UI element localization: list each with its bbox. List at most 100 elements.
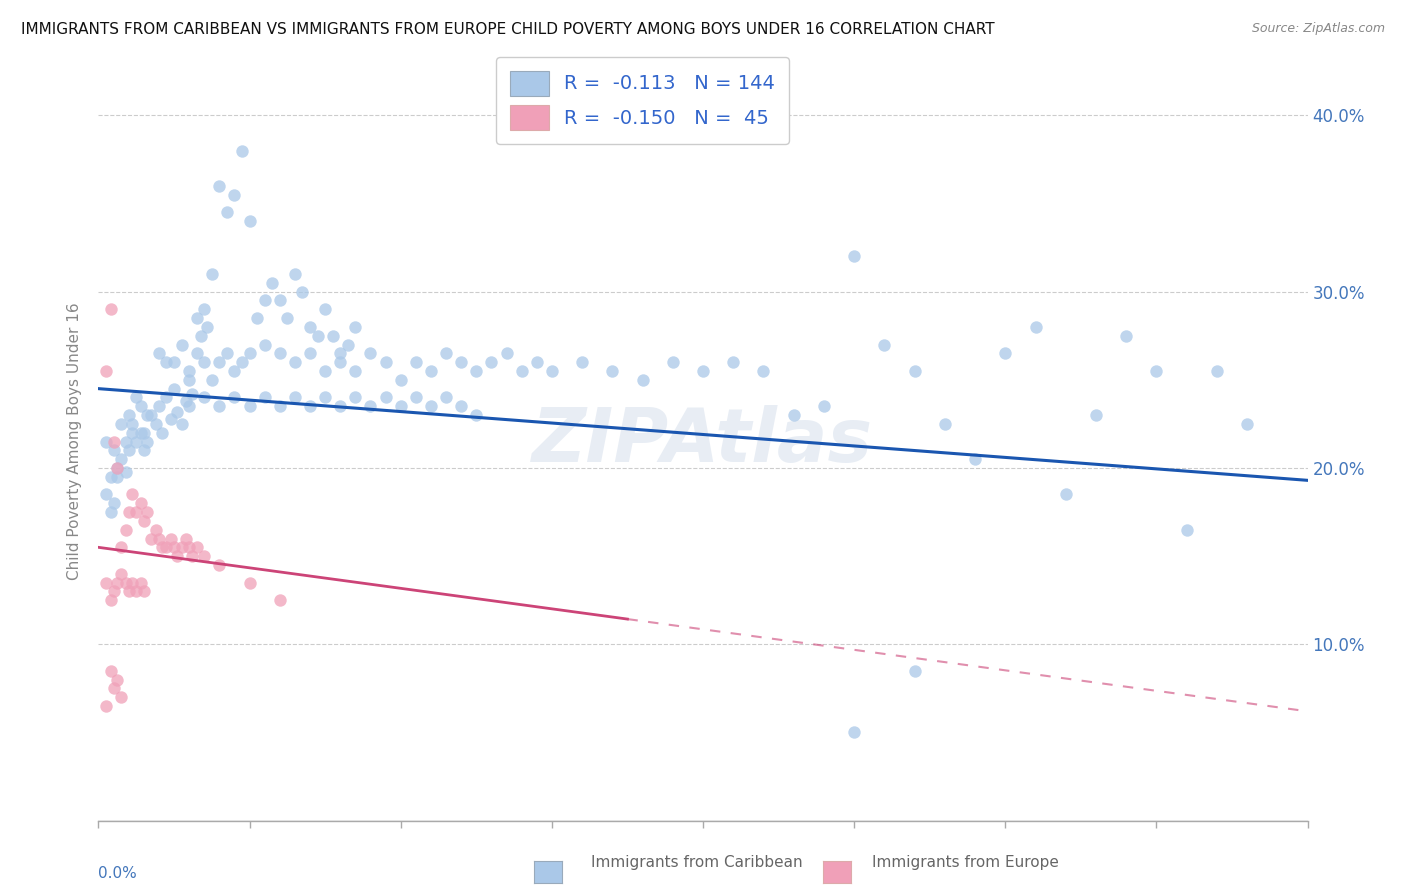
Point [224, 187, 246, 202]
Point [661, 355, 683, 369]
Point [166, 404, 188, 418]
Point [231, 144, 253, 158]
Point [103, 681, 125, 696]
Point [752, 364, 775, 378]
Point [145, 523, 167, 537]
Point [155, 391, 177, 405]
Point [94, 364, 117, 378]
Point [299, 346, 322, 360]
Point [186, 346, 208, 360]
Point [873, 337, 896, 351]
Point [253, 337, 276, 351]
Point [215, 205, 238, 219]
Point [132, 584, 155, 599]
Point [193, 355, 215, 369]
Point [110, 690, 132, 705]
Point [495, 346, 517, 360]
Point [208, 178, 231, 193]
Point [329, 355, 352, 369]
Point [132, 443, 155, 458]
Point [314, 302, 336, 317]
Point [405, 391, 427, 405]
Point [692, 364, 714, 378]
Point [360, 399, 382, 413]
Point [510, 364, 533, 378]
Point [118, 408, 141, 422]
Point [336, 337, 359, 351]
Point [114, 434, 136, 449]
Point [105, 470, 128, 484]
Point [374, 355, 396, 369]
Point [284, 391, 307, 405]
Point [1054, 487, 1077, 501]
Point [94, 434, 117, 449]
Point [103, 584, 125, 599]
Point [125, 584, 148, 599]
Point [193, 302, 215, 317]
Point [118, 443, 141, 458]
Point [904, 664, 927, 678]
Point [148, 399, 170, 413]
Point [1115, 328, 1137, 343]
Point [135, 408, 157, 422]
Point [163, 541, 186, 555]
Point [571, 355, 593, 369]
Point [135, 505, 157, 519]
Point [224, 391, 246, 405]
Point [181, 387, 204, 401]
Point [208, 399, 231, 413]
Point [299, 320, 322, 334]
Point [783, 408, 806, 422]
Point [360, 346, 382, 360]
Point [193, 391, 215, 405]
Point [125, 505, 148, 519]
Point [1236, 417, 1258, 431]
Point [1085, 408, 1108, 422]
Point [186, 311, 208, 326]
Point [150, 541, 173, 555]
Point [174, 532, 197, 546]
Point [450, 399, 472, 413]
Point [344, 391, 367, 405]
Point [246, 311, 269, 326]
Point [103, 434, 125, 449]
Point [1175, 523, 1198, 537]
Point [129, 425, 152, 440]
Point [129, 399, 152, 413]
Point [132, 514, 155, 528]
Point [239, 346, 262, 360]
Point [231, 355, 253, 369]
Point [105, 575, 128, 590]
Point [723, 355, 745, 369]
Point [105, 461, 128, 475]
Point [276, 311, 298, 326]
Point [215, 346, 238, 360]
Point [208, 558, 231, 572]
Point [195, 320, 218, 334]
Point [94, 699, 117, 714]
Point [631, 373, 654, 387]
Point [129, 496, 152, 510]
Point [132, 425, 155, 440]
Point [253, 293, 276, 308]
Point [155, 355, 177, 369]
Point [193, 549, 215, 563]
Point [934, 417, 956, 431]
Point [114, 465, 136, 479]
Point [405, 355, 427, 369]
Point [179, 373, 201, 387]
Point [239, 575, 262, 590]
Point [141, 408, 163, 422]
Point [118, 584, 141, 599]
Point [201, 267, 224, 281]
Legend: R =  -0.113   N = 144, R =  -0.150   N =  45: R = -0.113 N = 144, R = -0.150 N = 45 [496, 57, 789, 144]
Point [179, 541, 201, 555]
Point [314, 391, 336, 405]
Point [170, 417, 193, 431]
Text: 0.0%: 0.0% [98, 866, 138, 881]
Point [166, 549, 188, 563]
Point [121, 425, 143, 440]
Point [389, 399, 412, 413]
Point [150, 425, 173, 440]
Point [148, 346, 170, 360]
